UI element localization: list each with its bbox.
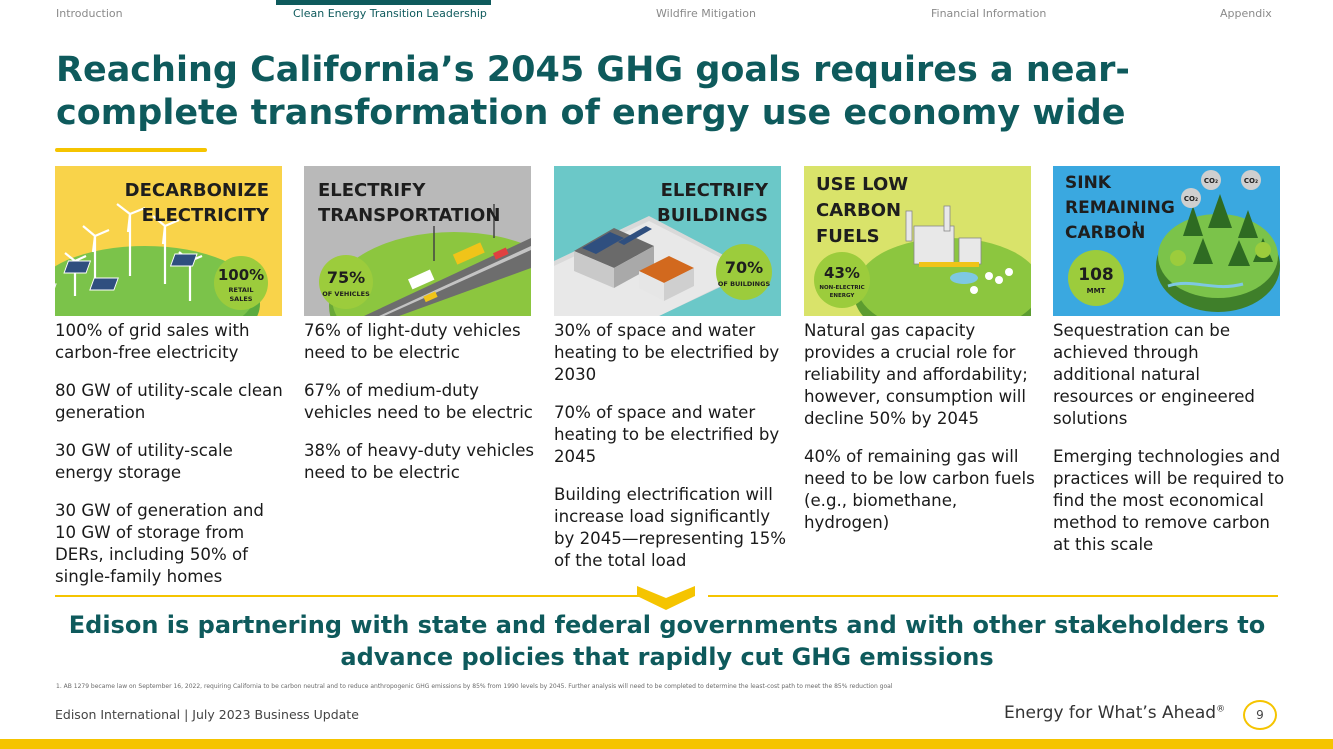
buildings-heading-line-1: ELECTRIFY xyxy=(661,180,769,201)
co2-bubbles: CO₂ CO₂ CO₂ xyxy=(1181,170,1261,208)
sink-heading-footnote: 1 xyxy=(1133,221,1139,231)
sink-point-1: Sequestration can be achieved through ad… xyxy=(1053,321,1255,428)
vehicles-badge xyxy=(319,255,373,309)
pillar-electrify-transportation: ELECTRIFY TRANSPORTATION 75% OF VEHICLES… xyxy=(304,166,536,500)
sink-remaining-carbon-illustration: CO₂ CO₂ CO₂ SINK REMAINING CARBON 1 108 … xyxy=(1053,166,1280,316)
sink-remaining-carbon-text: Sequestration can be achieved through ad… xyxy=(1053,320,1285,556)
fuels-heading-line-1: USE LOW xyxy=(816,174,908,195)
decarbonize-point-2: 80 GW of utility-scale clean generation xyxy=(55,381,283,422)
co2-label-2: CO₂ xyxy=(1204,177,1218,185)
pillar-electrify-buildings: ELECTRIFY BUILDINGS 70% OF BUILDINGS 30%… xyxy=(554,166,786,588)
carbon-mmt-badge-value: 108 xyxy=(1078,265,1114,285)
buildings-point-1: 30% of space and water heating to be ele… xyxy=(554,321,780,384)
pillar-low-carbon-fuels: USE LOW CARBON FUELS 43% NON-ELECTRIC EN… xyxy=(804,166,1036,550)
buildings-point-2: 70% of space and water heating to be ele… xyxy=(554,403,780,466)
transportation-heading-line-1: ELECTRIFY xyxy=(318,180,426,201)
fuels-point-2: 40% of remaining gas will need to be low… xyxy=(804,447,1035,532)
electrify-buildings-illustration: ELECTRIFY BUILDINGS 70% OF BUILDINGS xyxy=(554,166,781,316)
decarbonize-point-3: 30 GW of utility-scale energy storage xyxy=(55,441,233,482)
buildings-badge xyxy=(716,244,772,300)
conclusion-statement: Edison is partnering with state and fede… xyxy=(68,611,1266,671)
retail-sales-badge-line-1: RETAIL xyxy=(229,286,254,294)
title-underline xyxy=(55,148,207,152)
decarbonize-electricity-text: 100% of grid sales with carbon-free elec… xyxy=(55,320,287,588)
buildings-badge-line-1: OF BUILDINGS xyxy=(718,280,771,288)
buildings-badge-value: 70% xyxy=(725,258,763,277)
transportation-point-1: 76% of light-duty vehicles need to be el… xyxy=(304,321,521,362)
decarbonize-point-4: 30 GW of generation and 10 GW of storage… xyxy=(55,501,264,586)
low-carbon-fuels-illustration: USE LOW CARBON FUELS 43% NON-ELECTRIC EN… xyxy=(804,166,1031,316)
decarbonize-heading-line-2: ELECTRICITY xyxy=(142,205,270,226)
buildings-heading-line-2: BUILDINGS xyxy=(657,205,768,226)
fuels-heading-line-2: CARBON xyxy=(816,200,901,221)
fuels-point-1: Natural gas capacity provides a crucial … xyxy=(804,321,1028,428)
footer-tagline: Energy for What’s Ahead® xyxy=(1004,703,1225,723)
footer-tagline-text: Energy for What’s Ahead xyxy=(1004,703,1217,723)
decarbonize-heading-line-1: DECARBONIZE xyxy=(125,180,269,201)
transportation-point-3: 38% of heavy-duty vehicles need to be el… xyxy=(304,441,535,482)
fuels-heading-line-3: FUELS xyxy=(816,226,880,247)
vehicles-badge-value: 75% xyxy=(327,268,365,287)
active-tab-indicator xyxy=(276,0,491,5)
transportation-point-2: 67% of medium-duty vehicles need to be e… xyxy=(304,381,533,422)
footnote: 1. AB 1279 became law on September 16, 2… xyxy=(56,683,893,690)
pillar-sink-remaining-carbon: CO₂ CO₂ CO₂ SINK REMAINING CARBON 1 108 … xyxy=(1053,166,1285,572)
carbon-mmt-badge xyxy=(1068,250,1124,306)
non-electric-energy-badge-value: 43% xyxy=(824,264,860,282)
pillar-decarbonize-electricity: DECARBONIZE ELECTRICITY 100% RETAIL SALE… xyxy=(55,166,287,604)
electrify-buildings-text: 30% of space and water heating to be ele… xyxy=(554,320,786,572)
carbon-mmt-badge-line-1: MMT xyxy=(1087,287,1106,295)
transportation-heading-line-2: TRANSPORTATION xyxy=(318,205,500,226)
electrify-transportation-illustration: ELECTRIFY TRANSPORTATION 75% OF VEHICLES xyxy=(304,166,531,316)
sink-heading-line-1: SINK xyxy=(1065,173,1112,193)
decarbonize-electricity-illustration: DECARBONIZE ELECTRICITY 100% RETAIL SALE… xyxy=(55,166,282,316)
low-carbon-fuels-text: Natural gas capacity provides a crucial … xyxy=(804,320,1036,534)
divider-line-left xyxy=(55,595,652,597)
page-number: 9 xyxy=(1243,700,1277,730)
buildings-point-3: Building electrification will increase l… xyxy=(554,485,787,570)
sink-heading-line-3: CARBON xyxy=(1065,223,1145,243)
co2-label-1: CO₂ xyxy=(1184,195,1198,203)
nav-wildfire-mitigation[interactable]: Wildfire Mitigation xyxy=(656,7,756,20)
divider-line-right xyxy=(708,595,1278,597)
non-electric-energy-badge xyxy=(814,252,870,308)
sink-point-2: Emerging technologies and practices will… xyxy=(1053,447,1285,554)
nav-financial-information[interactable]: Financial Information xyxy=(931,7,1047,20)
electrify-transportation-text: 76% of light-duty vehicles need to be el… xyxy=(304,320,536,484)
non-electric-energy-badge-line-2: ENERGY xyxy=(830,293,856,299)
slide-title: Reaching California’s 2045 GHG goals req… xyxy=(56,50,1130,133)
retail-sales-badge xyxy=(214,256,268,310)
registered-mark: ® xyxy=(1216,704,1226,715)
retail-sales-badge-value: 100% xyxy=(218,266,264,284)
sink-heading-line-2: REMAINING xyxy=(1065,198,1175,218)
co2-label-3: CO₂ xyxy=(1244,177,1258,185)
vehicles-badge-line-1: OF VEHICLES xyxy=(322,290,370,298)
decarbonize-point-1: 100% of grid sales with carbon-free elec… xyxy=(55,321,250,362)
retail-sales-badge-line-2: SALES xyxy=(230,295,253,303)
footer-company-date: Edison International | July 2023 Busines… xyxy=(55,707,359,722)
top-navigation: Introduction Clean Energy Transition Lea… xyxy=(0,0,1333,26)
nav-appendix[interactable]: Appendix xyxy=(1220,7,1272,20)
nav-introduction[interactable]: Introduction xyxy=(56,7,123,20)
bottom-accent-bar xyxy=(0,739,1333,749)
non-electric-energy-badge-line-1: NON-ELECTRIC xyxy=(819,285,864,291)
chevron-down-icon xyxy=(637,586,695,610)
nav-clean-energy-transition-leadership[interactable]: Clean Energy Transition Leadership xyxy=(293,7,487,20)
